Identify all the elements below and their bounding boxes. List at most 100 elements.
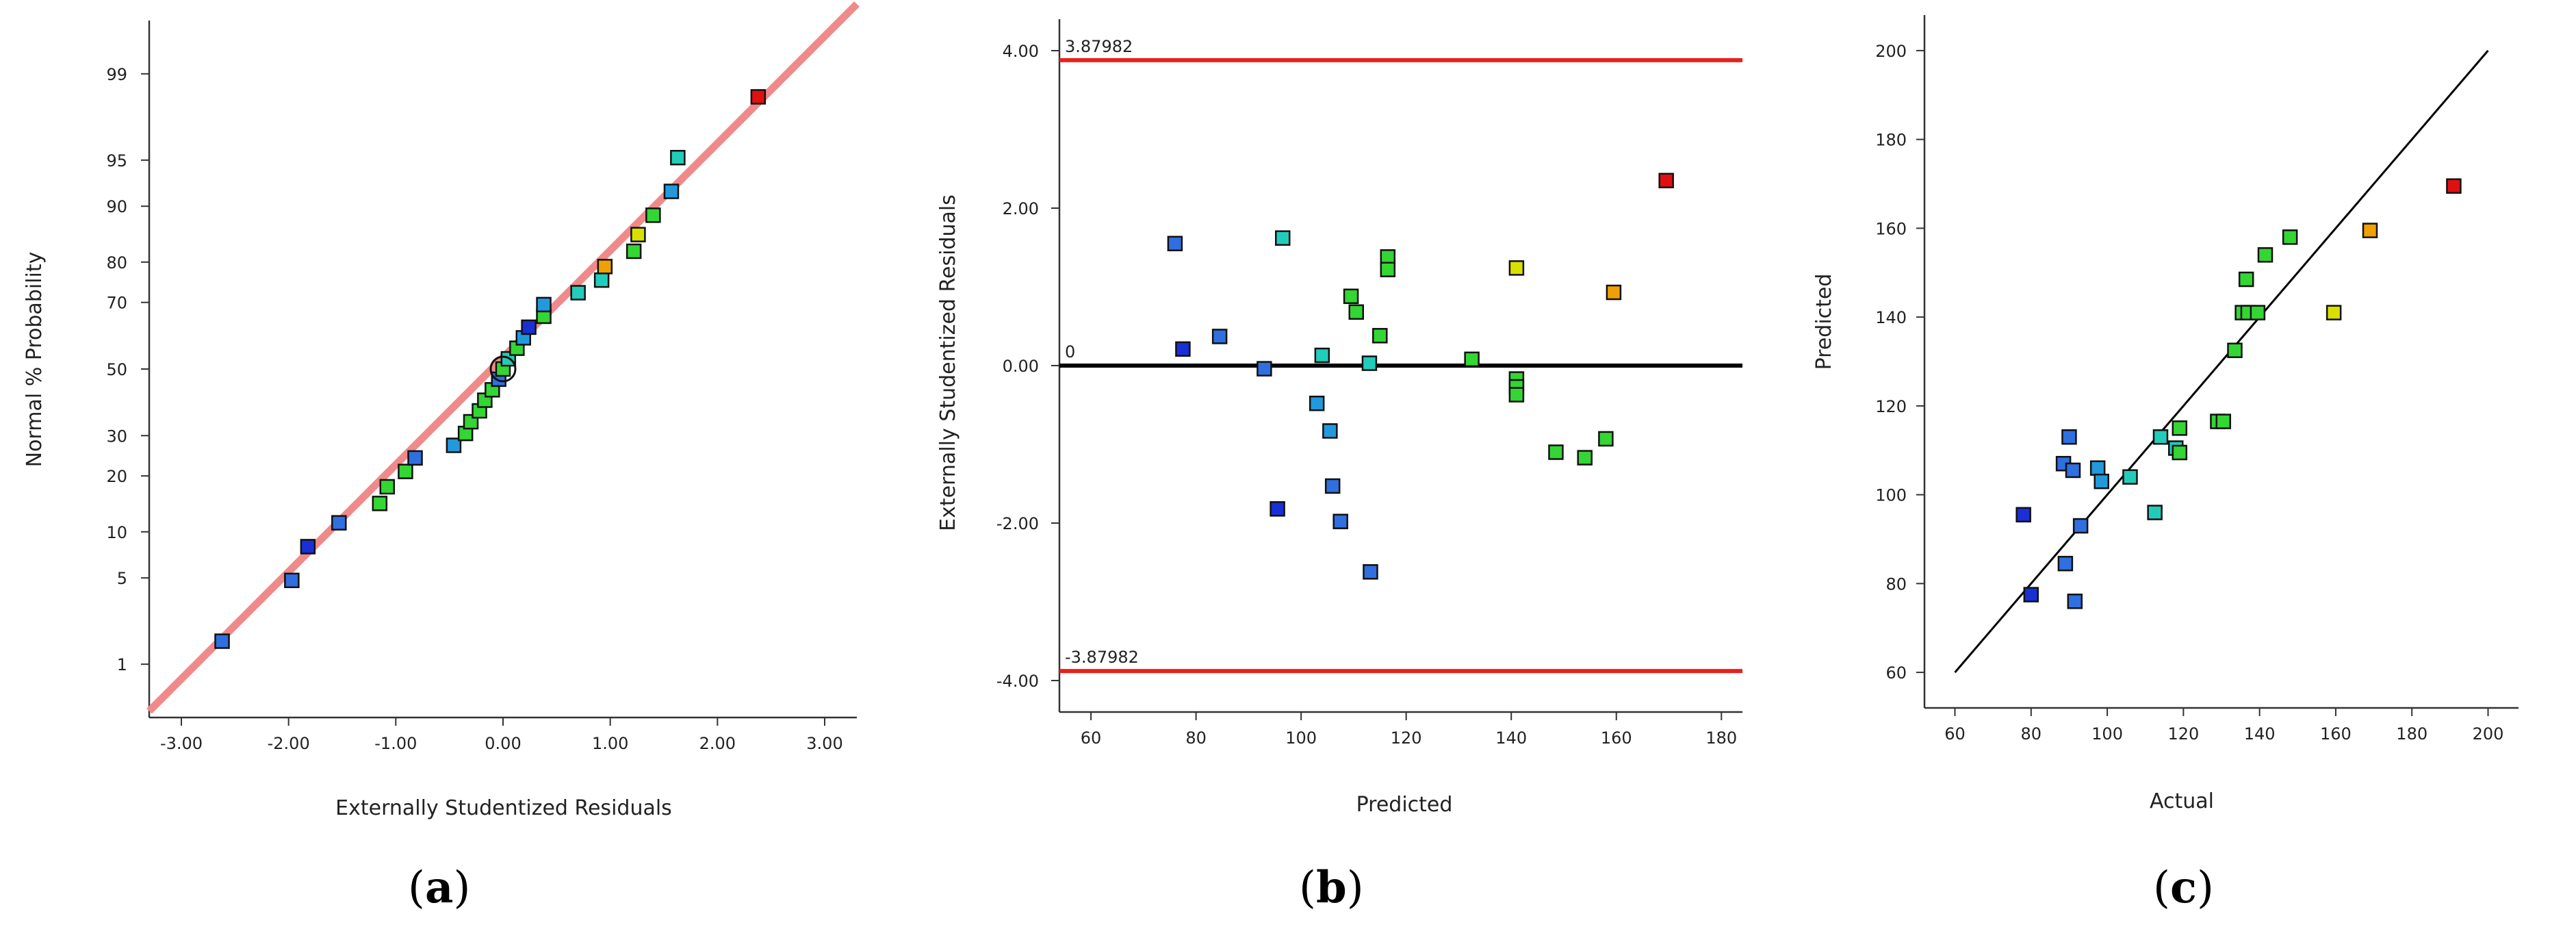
panel-b-y-tick-label: -4.00 (996, 672, 1039, 691)
panel-a-x-tick-label: 2.00 (699, 734, 736, 753)
panel-c-x-tick-label: 80 (2021, 724, 2042, 744)
panel-c-point (2094, 473, 2109, 490)
panel-c-caption-letter: c (2170, 862, 2197, 913)
panel-b-y-axis-label: Externally Studentized Residuals (936, 194, 960, 531)
panel-c-y-axis-label: Predicted (1812, 274, 1836, 370)
panel-a-x-tick-label: 0.00 (485, 734, 521, 753)
panel-c-point (2446, 178, 2462, 194)
panel-a-caption-letter: a (425, 862, 453, 913)
panel-c-x-tick-label: 60 (1944, 724, 1966, 744)
panel-a-point (536, 296, 552, 313)
panel-a-point (446, 437, 462, 453)
panel-c-x-tick-label: 120 (2167, 724, 2199, 744)
panel-a-point (379, 479, 396, 495)
panel-b-zero-label: 0 (1065, 342, 1075, 361)
panel-b-point (1332, 513, 1348, 529)
panel-c-marks: 60 80 100 120 140 160 180 200 60 80 100 120 140 160 18… (1875, 15, 2519, 744)
panel-b-point (1372, 328, 1388, 344)
panel-a-point (331, 515, 347, 531)
panel-a-highlight-circle (489, 355, 517, 383)
panel-b-point (1606, 284, 1622, 301)
panel-b-point (1167, 236, 1183, 251)
panel-c-predicted-vs-actual: 60 80 100 120 140 160 180 200 60 80 100 120 140 160 18… (1812, 15, 2519, 913)
panel-a-point (521, 319, 537, 335)
panel-a-point (626, 243, 642, 259)
panel-c-y-tick-label: 100 (1875, 486, 1907, 505)
panel-b-point (1548, 444, 1564, 460)
panel-b-x-tick-label: 80 (1185, 728, 1207, 748)
panel-a-y-tick-label: 50 (106, 360, 127, 379)
panel-a-point (597, 259, 613, 275)
panel-c-y-tick-label: 160 (1875, 219, 1907, 238)
panel-a-y-axis-label: Normal % Probability (23, 252, 47, 468)
panel-a-point (670, 149, 686, 166)
panel-a-point (407, 450, 423, 466)
panel-b-point (1343, 288, 1359, 305)
panel-c-point (2065, 462, 2081, 479)
panel-c-y-tick-label: 60 (1885, 663, 1907, 683)
panel-c-x-axis-label: Actual (2150, 789, 2214, 813)
panel-c-point (2089, 460, 2106, 476)
panel-a-point (214, 633, 230, 649)
panel-c-point (2238, 271, 2254, 288)
panel-a-y-tick-label: 80 (106, 253, 127, 272)
panel-a-caption: (a) (408, 862, 470, 913)
panel-b-point (1275, 230, 1291, 246)
panel-a-normal-probability-plot: -3.00 -2.00 -1.00 0.00 1.00 2.00 3.00 1 5 10 20 30 5… (23, 1, 860, 913)
panel-b-y-tick-label: -2.00 (996, 514, 1039, 533)
panel-a-point (398, 464, 413, 479)
panel-c-caption: (c) (2153, 862, 2214, 913)
panel-c-y-tick-label: 120 (1875, 397, 1907, 416)
panel-c-point (2067, 594, 2083, 609)
panel-c-x-tick-label: 100 (2091, 724, 2123, 744)
panel-c-point (2362, 223, 2378, 238)
panel-a-y-tick-label: 99 (106, 65, 127, 84)
panel-b-point (1314, 347, 1330, 364)
panel-c-y-tick-label: 180 (1875, 131, 1907, 150)
panel-c-point (2152, 429, 2169, 445)
panel-b-point (1598, 431, 1614, 447)
panel-b-point (1175, 341, 1191, 357)
panel-c-point (2172, 420, 2188, 436)
panel-b-point (1464, 351, 1480, 368)
panel-c-point (2250, 305, 2266, 320)
panel-c-x-tick-label: 200 (2473, 724, 2504, 744)
panel-a-point (663, 183, 680, 199)
panel-c-y-tick-label: 80 (1885, 574, 1907, 594)
panel-c-y-tick-label: 140 (1875, 308, 1907, 327)
panel-c-point (2172, 444, 2188, 461)
panel-b-caption: (b) (1299, 862, 1364, 913)
panel-b-x-tick-label: 160 (1601, 728, 1632, 748)
panel-b-point (1211, 329, 1228, 344)
panel-c-x-tick-label: 180 (2396, 724, 2427, 744)
panel-a-point (570, 285, 586, 301)
panel-a-point (284, 572, 300, 589)
panel-a-point (630, 227, 646, 242)
panel-a-y-tick-label: 90 (106, 197, 127, 216)
panel-a-y-tick-label: 10 (106, 523, 127, 542)
panel-b-point (1348, 304, 1364, 320)
panel-a-y-tick-label: 95 (106, 151, 127, 170)
panel-c-x-tick-label: 140 (2244, 724, 2276, 744)
panel-a-x-tick-label: -1.00 (374, 734, 417, 753)
panel-a-point (372, 496, 388, 511)
panel-a-y-tick-label: 5 (117, 569, 127, 588)
panel-c-point (2227, 342, 2243, 359)
panel-c-x-tick-label: 160 (2320, 724, 2352, 744)
panel-b-x-axis-label: Predicted (1356, 793, 1453, 817)
panel-c-point (2057, 555, 2074, 572)
panel-c-point (2122, 469, 2138, 485)
panel-a-point (300, 539, 316, 555)
panel-c-point (2015, 507, 2031, 523)
panel-a-x-tick-label: -3.00 (160, 734, 203, 753)
panel-b-x-tick-label: 60 (1081, 728, 1102, 748)
panel-a-x-tick-label: -2.00 (268, 734, 310, 753)
panel-b-point (1309, 395, 1325, 411)
panel-b-lower-limit-label: -3.87982 (1065, 648, 1139, 667)
panel-b-point (1324, 478, 1341, 494)
panel-c-point (2147, 505, 2163, 520)
panel-a-y-tick-label: 1 (117, 655, 127, 674)
panel-c-point (2023, 587, 2039, 602)
panel-b-point (1361, 355, 1378, 371)
